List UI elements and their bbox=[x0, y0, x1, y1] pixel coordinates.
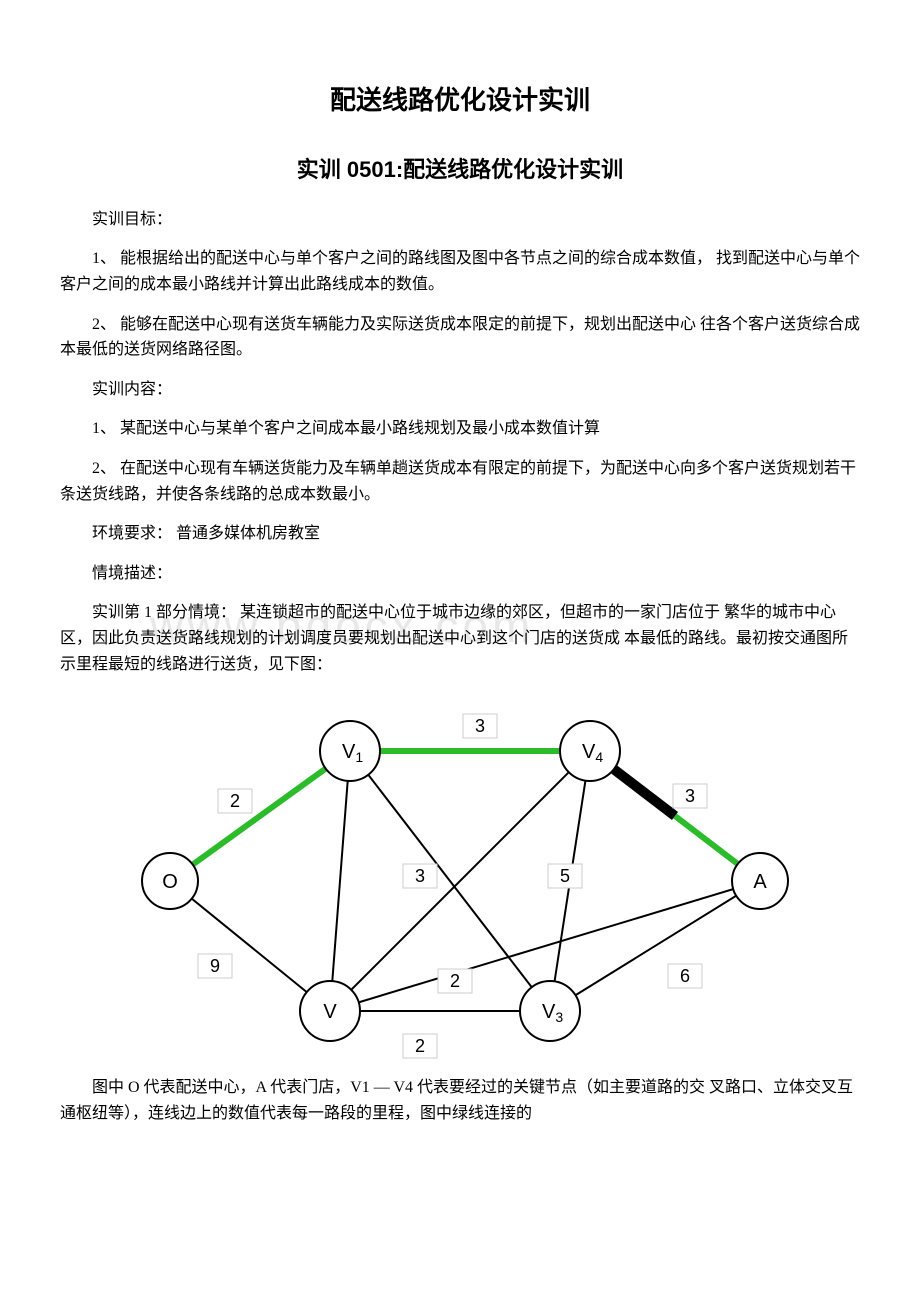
edge-label: 2 bbox=[230, 791, 240, 811]
after-diagram-paragraph: 图中 O 代表配送中心，A 代表门店，V1 — V4 代表要经过的关键节点（如主… bbox=[60, 1075, 860, 1126]
network-diagram: 233359262OV1V4AVV3 bbox=[100, 691, 820, 1061]
edge-label: 2 bbox=[450, 971, 460, 991]
edge-green bbox=[170, 751, 350, 881]
node-label: O bbox=[162, 871, 178, 893]
content-item-2: 2、 在配送中心现有车辆送货能力及车辆单趟送货成本有限定的前提下，为配送中心向多… bbox=[60, 456, 860, 507]
goal-heading: 实训目标： bbox=[60, 207, 860, 233]
edge bbox=[550, 881, 760, 1011]
edge-label: 3 bbox=[475, 716, 485, 736]
goal-item-2: 2、 能够在配送中心现有送货车辆能力及实际送货成本限定的前提下，规划出配送中心 … bbox=[60, 312, 860, 363]
node-label: A bbox=[753, 871, 767, 893]
node-label: V bbox=[323, 1001, 337, 1023]
edge-label: 2 bbox=[415, 1036, 425, 1056]
content-item-1: 1、 某配送中心与某单个客户之间成本最小路线规划及最小成本数值计算 bbox=[60, 416, 860, 442]
content-heading: 实训内容： bbox=[60, 377, 860, 403]
main-title: 配送线路优化设计实训 bbox=[60, 80, 860, 122]
scene-heading: 情境描述： bbox=[60, 561, 860, 587]
edge-label: 3 bbox=[685, 786, 695, 806]
edge bbox=[330, 751, 350, 1011]
scene-paragraph: 实训第 1 部分情境： 某连锁超市的配送中心位于城市边缘的郊区，但超市的一家门店… bbox=[60, 600, 860, 677]
sub-title: 实训 0501:配送线路优化设计实训 bbox=[60, 152, 860, 187]
env-requirement: 环境要求： 普通多媒体机房教室 bbox=[60, 521, 860, 547]
edge-label: 9 bbox=[210, 956, 220, 976]
edge-label: 5 bbox=[560, 866, 570, 886]
goal-item-1: 1、 能根据给出的配送中心与单个客户之间的路线图及图中各节点之间的综合成本数值，… bbox=[60, 246, 860, 297]
edge-label: 6 bbox=[680, 966, 690, 986]
edge-label: 3 bbox=[415, 866, 425, 886]
